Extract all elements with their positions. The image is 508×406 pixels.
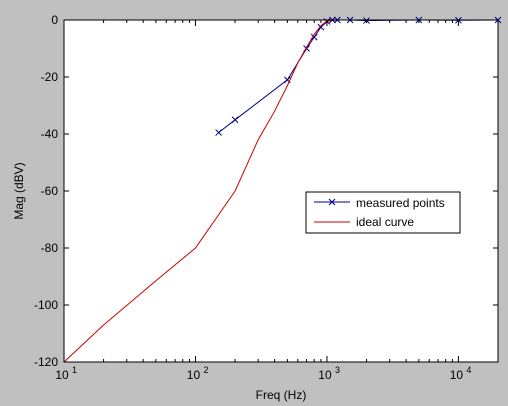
- series-marker: [317, 23, 325, 31]
- plot-area: [64, 20, 498, 362]
- x-tick-label-exponent: 4: [466, 365, 471, 375]
- y-tick-label: 0: [51, 13, 58, 27]
- series-marker: [215, 129, 222, 136]
- y-tick-label: -40: [41, 127, 59, 141]
- x-tick-label-exponent: 1: [72, 365, 77, 375]
- y-tick-label: -100: [34, 298, 58, 312]
- legend-marker-measured: [328, 198, 336, 206]
- x-tick-label-exponent: 3: [335, 365, 340, 375]
- series-marker: [231, 116, 239, 124]
- series-marker: [310, 33, 318, 41]
- x-axis-label: Freq (Hz): [256, 388, 307, 402]
- legend-label-measured: measured points: [356, 196, 445, 210]
- x-tick-label: 10: [450, 368, 464, 382]
- x-tick-label-exponent: 2: [203, 365, 208, 375]
- y-tick-label: -80: [41, 241, 59, 255]
- y-tick-label: -60: [41, 184, 59, 198]
- y-axis-label: Mag (dBV): [12, 162, 26, 219]
- x-tick-label: 10: [187, 368, 201, 382]
- legend: measured points ideal curve: [305, 191, 461, 234]
- y-tick-label: -20: [41, 70, 59, 84]
- legend-label-ideal: ideal curve: [356, 215, 414, 229]
- x-tick-label: 10: [55, 368, 69, 382]
- x-tick-label: 10: [318, 368, 332, 382]
- y-tick-label: -120: [34, 355, 58, 369]
- legend-box: [305, 191, 461, 234]
